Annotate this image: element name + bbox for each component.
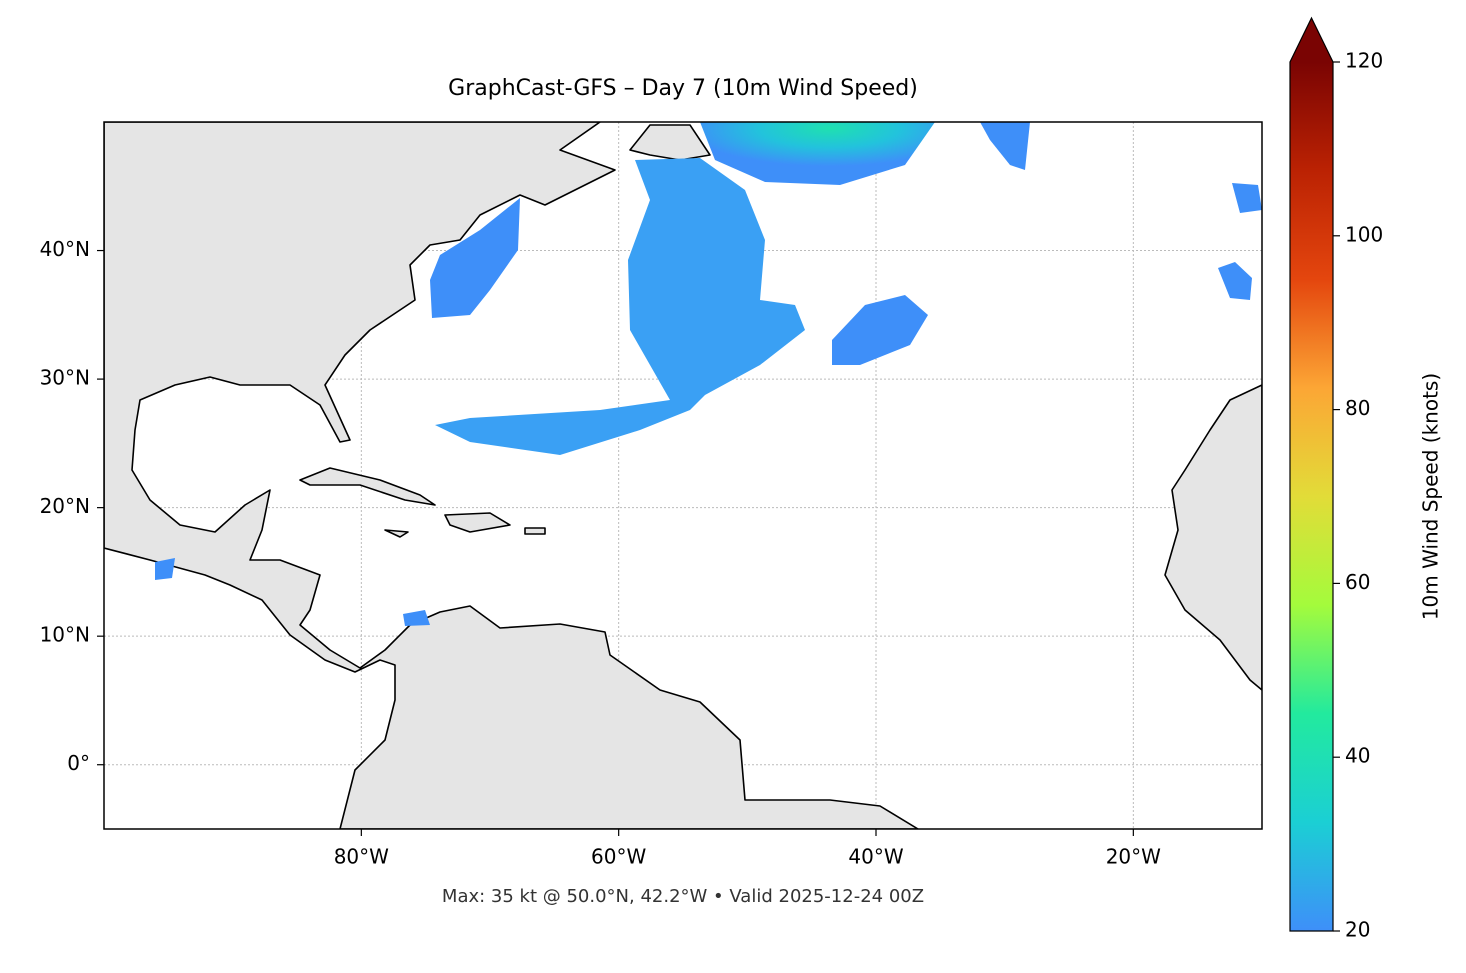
colorbar-extend [1290, 18, 1333, 62]
newfoundland [629, 124, 711, 161]
colorbar-tick-label: 20 [1345, 918, 1370, 942]
wind-area [403, 610, 430, 626]
x-tick-label: 20°W [1106, 845, 1161, 869]
wind-area [980, 122, 1030, 170]
africa [1164, 384, 1262, 691]
y-tick-label: 0° [67, 751, 90, 775]
americas [104, 122, 919, 829]
cuba [299, 467, 436, 506]
wind-area [155, 558, 175, 580]
wind-area [700, 122, 935, 185]
y-tick-label: 30°N [40, 366, 90, 390]
hispaniola [444, 512, 511, 533]
wind-area [1218, 262, 1252, 300]
wind-area [430, 198, 520, 318]
map-frame [103, 121, 1263, 830]
chart-title: GraphCast-GFS – Day 7 (10m Wind Speed) [448, 76, 918, 101]
colorbar-tick-label: 120 [1345, 49, 1383, 73]
colorbar-tick-label: 80 [1345, 396, 1370, 420]
map [104, 122, 1262, 829]
wind-area [435, 158, 805, 455]
colorbar-label: 10m Wind Speed (knots) [1419, 373, 1443, 620]
jamaica [384, 529, 409, 538]
wind-field [155, 122, 1262, 626]
y-tick-label: 20°N [40, 494, 90, 518]
wind-area [1232, 183, 1262, 213]
wind-area [832, 295, 928, 365]
puerto-rico [524, 527, 546, 535]
colorbar: 20 40 60 80 100 120 10m Wind Speed (knots) [1289, 16, 1443, 942]
x-tick-label: 80°W [334, 845, 389, 869]
colorbar-tick-label: 100 [1345, 222, 1383, 246]
colorbar-tick-label: 40 [1345, 744, 1370, 768]
y-tick-label: 10°N [40, 623, 90, 647]
land [104, 122, 1262, 829]
colorbar-tick-label: 60 [1345, 570, 1370, 594]
colorbar-scale [1290, 62, 1333, 931]
x-tick-label: 40°W [848, 845, 903, 869]
x-tick-label: 60°W [591, 845, 646, 869]
y-tick-label: 40°N [40, 237, 90, 261]
colorbar-outline [1289, 16, 1334, 932]
footer-note: Max: 35 kt @ 50.0°N, 42.2°W • Valid 2025… [442, 886, 924, 907]
